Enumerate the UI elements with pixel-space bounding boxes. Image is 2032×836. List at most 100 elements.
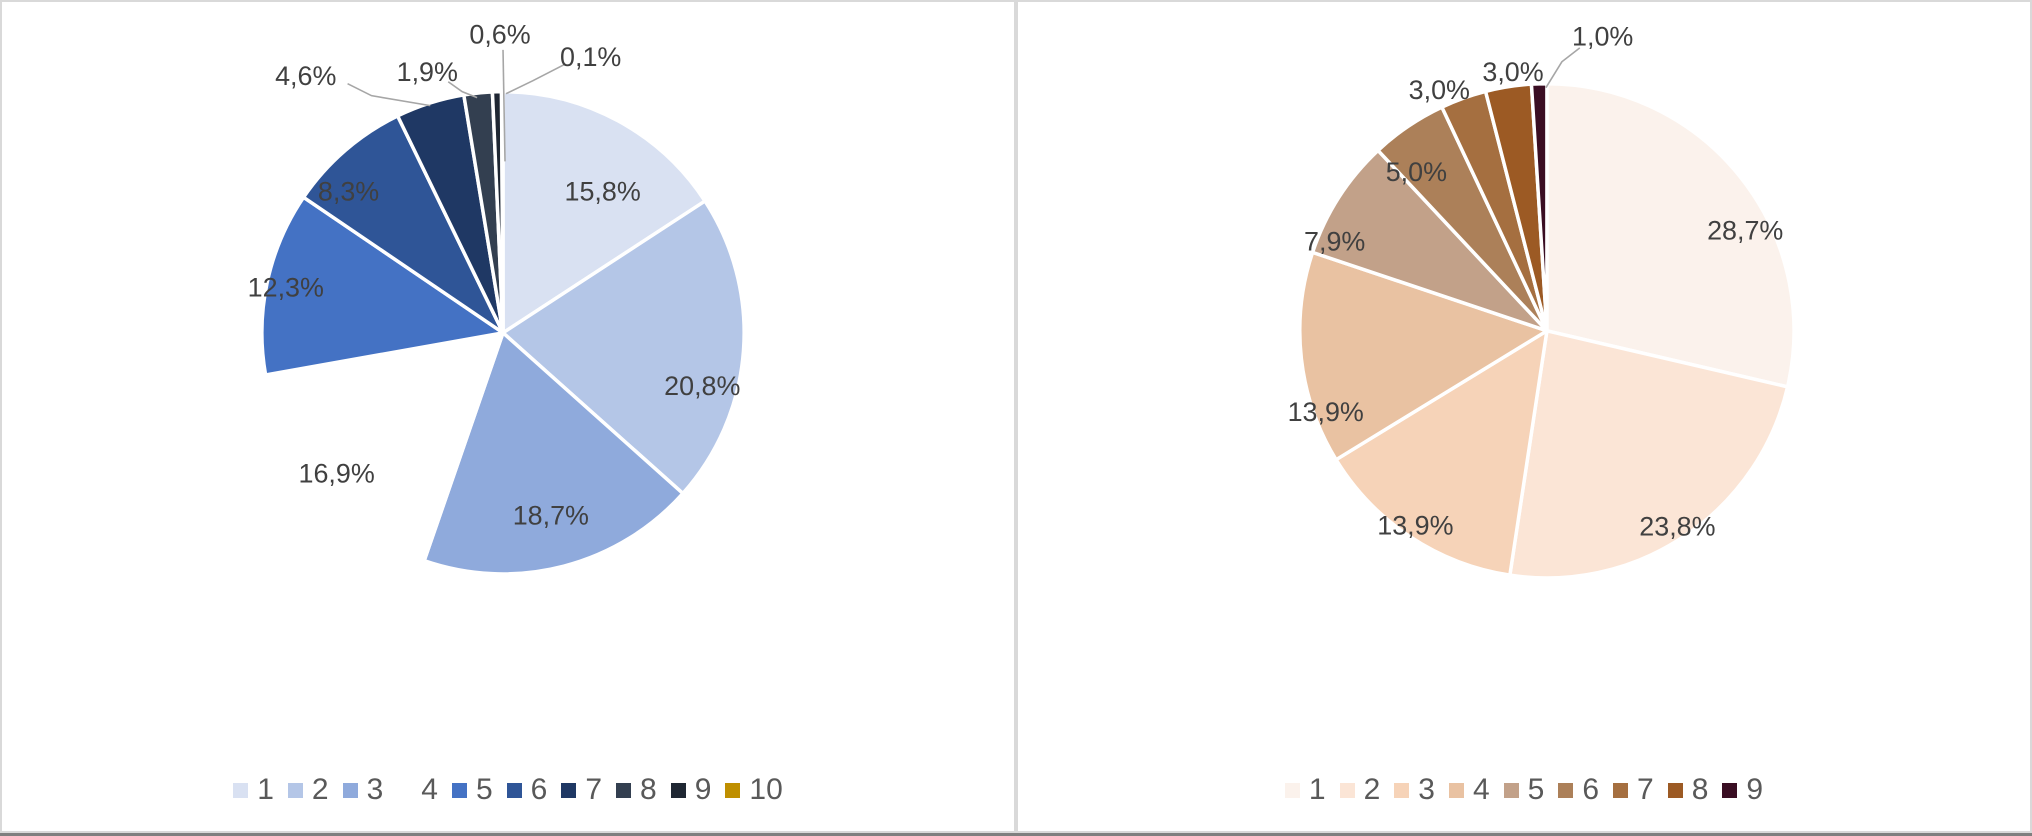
legend-label-right-3: 3 <box>1418 773 1435 806</box>
pie-chart-svg-left: 15,8% 20,8% 18,7% 16,9% 12,3% 8,3% 4,6% 1,9% 0,6… <box>248 19 746 576</box>
legend-swatch-left-1 <box>233 782 249 798</box>
legend-label-left-4: 4 <box>421 773 438 806</box>
legend-swatch-left-5 <box>451 782 467 798</box>
pie-slice-left-5[interactable] <box>260 195 505 377</box>
legend-swatch-right-8 <box>1667 782 1683 798</box>
data-label-left-1: 15,8% <box>565 177 641 207</box>
legend-swatch-left-4 <box>397 782 413 798</box>
legend-swatch-left-9 <box>670 782 686 798</box>
legend-item-left-1[interactable]: 1 <box>233 775 274 805</box>
legend-item-right-3[interactable]: 3 <box>1394 775 1435 805</box>
data-label-left-9: 0,6% <box>469 19 530 49</box>
leader-line-left-7 <box>347 82 431 107</box>
legend-item-left-2[interactable]: 2 <box>287 773 329 806</box>
legend-swatch-right-9 <box>1722 782 1738 798</box>
legend-swatch-left-10 <box>725 782 741 798</box>
legend-label-right-9: 9 <box>1746 773 1764 806</box>
legend-swatch-right-1 <box>1284 782 1300 798</box>
legend-swatch-left-7 <box>561 782 577 798</box>
legend-swatch-left-6 <box>506 782 522 798</box>
pie-chart-svg-right: 28,7% 23,8% 13,9% 13,9% 7,9% 5,0% 3,0% 3,0% 1,0% <box>1288 21 1796 580</box>
data-label-left-7: 4,6% <box>275 61 336 91</box>
legend-label-right-1: 1 <box>1308 773 1326 806</box>
legend-label-right-2: 2 <box>1363 773 1381 806</box>
data-label-left-10: 0,1% <box>560 42 621 72</box>
data-label-right-8: 3,0% <box>1482 57 1543 87</box>
legend-item-right-2[interactable]: 2 <box>1339 773 1381 806</box>
legend-label-left-5: 5 <box>475 773 493 806</box>
legend-item-right-1[interactable]: 1 <box>1284 773 1326 806</box>
legend-swatch-right-5 <box>1503 782 1519 798</box>
data-label-right-4: 13,9% <box>1288 397 1364 427</box>
data-label-left-5: 12,3% <box>248 272 324 302</box>
legend-item-right-6[interactable]: 6 <box>1558 775 1599 805</box>
pie-slice-left-1[interactable] <box>501 89 707 335</box>
pie-slice-right-3[interactable] <box>1334 329 1549 577</box>
right-chart-panel: 28,7% 23,8% 13,9% 13,9% 7,9% 5,0% 3,0% 3,0% 1,0%… <box>1016 0 2032 833</box>
leader-line-left-9 <box>502 49 506 162</box>
legend-swatch-left-3 <box>342 782 358 798</box>
data-label-right-3: 13,9% <box>1377 511 1453 541</box>
data-label-right-7: 3,0% <box>1409 75 1470 105</box>
legend-swatch-right-6 <box>1558 782 1574 798</box>
data-label-right-9: 1,0% <box>1572 21 1633 51</box>
legend-label-left-3: 3 <box>366 773 384 806</box>
data-label-right-1: 28,7% <box>1707 216 1783 246</box>
legend-item-right-5[interactable]: 5 <box>1503 773 1545 806</box>
legend-item-left-9[interactable]: 9 <box>670 773 712 806</box>
pie-slice-right-9[interactable] <box>1529 81 1549 333</box>
legend-label-right-7: 7 <box>1637 773 1654 806</box>
legend-swatch-left-2 <box>287 782 303 798</box>
legend-label-right-4: 4 <box>1472 773 1490 806</box>
legend-left: 1 2 3 4 5 6 7 8 9 10 <box>2 775 1014 805</box>
left-chart-panel: 15,8% 20,8% 18,7% 16,9% 12,3% 8,3% 4,6% 1,9% 0,6… <box>0 0 1016 833</box>
pie-slice-right-1[interactable] <box>1545 81 1796 389</box>
legend-item-left-7[interactable]: 7 <box>561 775 602 805</box>
legend-label-right-8: 8 <box>1691 773 1709 806</box>
legend-label-left-10: 10 <box>749 773 783 806</box>
data-label-right-5: 7,9% <box>1304 227 1365 257</box>
legend-item-right-9[interactable]: 9 <box>1722 775 1763 805</box>
legend-swatch-left-8 <box>616 782 632 798</box>
legend-item-left-6[interactable]: 6 <box>506 773 548 806</box>
legend-swatch-right-2 <box>1339 782 1355 798</box>
data-label-right-2: 23,8% <box>1639 512 1715 542</box>
legend-item-left-3[interactable]: 3 <box>342 773 384 806</box>
pie-slice-left-6[interactable] <box>301 114 505 335</box>
legend-label-left-6: 6 <box>530 773 548 806</box>
data-label-left-3: 18,7% <box>513 501 589 531</box>
data-label-left-4: 16,9% <box>298 459 374 489</box>
data-label-right-6: 5,0% <box>1386 157 1447 187</box>
legend-item-left-5[interactable]: 5 <box>451 773 493 806</box>
data-label-left-2: 20,8% <box>664 371 740 401</box>
legend-swatch-right-7 <box>1613 782 1629 798</box>
leader-line-left-8 <box>447 81 478 99</box>
leader-line-right-9 <box>1545 47 1581 89</box>
legend-label-left-9: 9 <box>694 773 712 806</box>
pie-slice-right-4[interactable] <box>1298 250 1549 462</box>
pie-slice-left-3[interactable] <box>422 331 685 576</box>
pie-slice-left-4[interactable] <box>263 331 505 563</box>
legend-item-left-8[interactable]: 8 <box>616 775 657 805</box>
legend-label-right-5: 5 <box>1527 773 1545 806</box>
legend-item-right-8[interactable]: 8 <box>1667 773 1709 806</box>
data-label-left-8: 1,9% <box>397 57 458 87</box>
pie-slice-right-2[interactable] <box>1508 329 1790 580</box>
legend-item-left-4[interactable]: 4 <box>397 775 438 805</box>
legend-label-left-8: 8 <box>640 773 657 806</box>
pie-slice-left-10[interactable] <box>499 89 505 335</box>
legend-item-right-7[interactable]: 7 <box>1613 775 1654 805</box>
legend-swatch-right-3 <box>1394 782 1410 798</box>
legend-label-left-2: 2 <box>311 773 329 806</box>
leader-line-left-10 <box>505 64 565 95</box>
legend-item-right-4[interactable]: 4 <box>1448 773 1490 806</box>
data-label-left-6: 8,3% <box>318 177 379 207</box>
legend-swatch-right-4 <box>1448 782 1464 798</box>
pie-slice-right-5[interactable] <box>1310 148 1549 333</box>
legend-label-right-6: 6 <box>1582 773 1600 806</box>
pie-slice-left-2[interactable] <box>501 199 746 496</box>
legend-label-left-7: 7 <box>585 773 603 806</box>
legend-label-left-1: 1 <box>257 773 274 806</box>
legend-item-left-10[interactable]: 10 <box>725 773 783 806</box>
